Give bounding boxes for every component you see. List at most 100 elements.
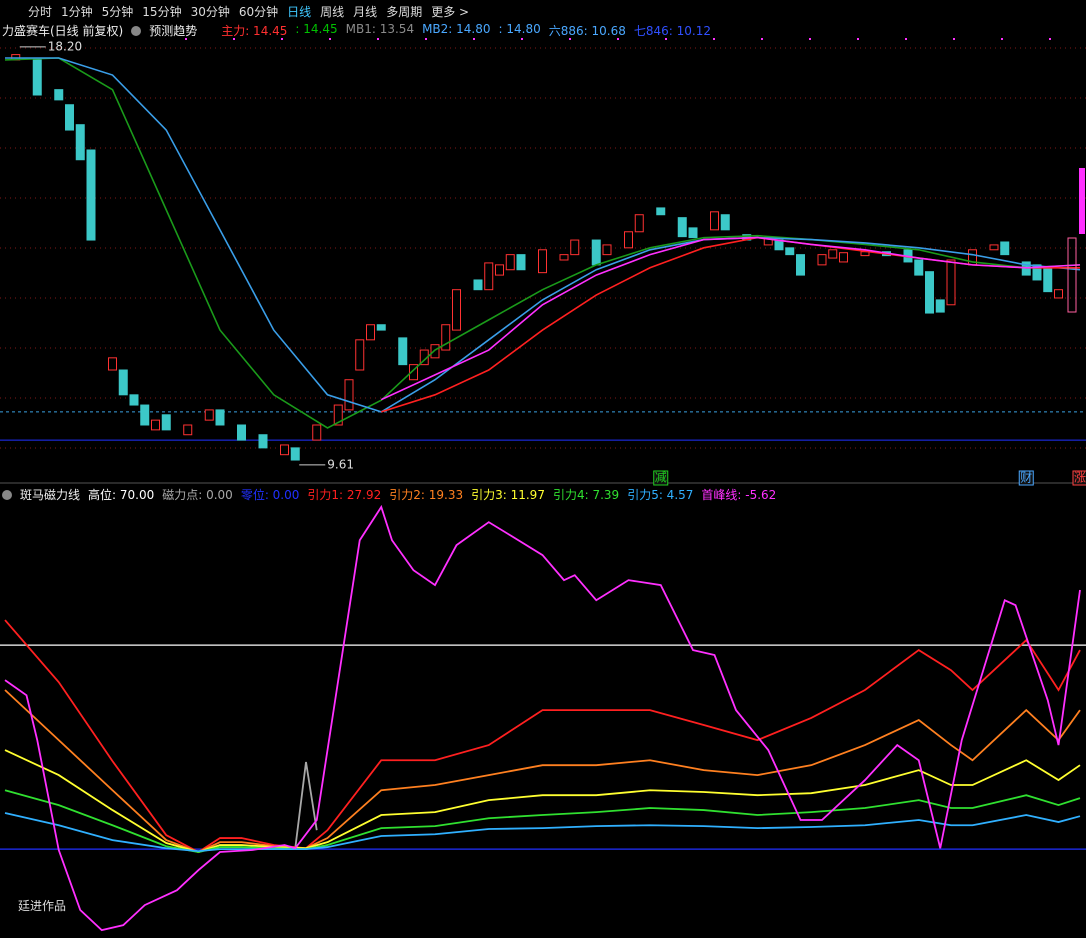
marker-dot — [281, 38, 283, 40]
marker-dot — [809, 38, 811, 40]
toolbar-item[interactable]: 多周期 — [386, 4, 423, 19]
menu-icon[interactable] — [131, 25, 142, 36]
toolbar-item[interactable]: 30分钟 — [190, 4, 230, 19]
candle — [828, 249, 838, 259]
marker-dot — [953, 38, 955, 40]
marker-dot — [521, 38, 523, 40]
candle — [32, 59, 42, 96]
extreme-label: 18.20 — [48, 39, 82, 53]
menu-icon[interactable] — [2, 489, 12, 500]
toolbar-item[interactable]: 周线 — [320, 4, 345, 19]
candle — [1000, 241, 1010, 256]
candle — [516, 254, 526, 271]
candle — [333, 404, 343, 426]
candle — [140, 404, 150, 426]
toolbar-item[interactable]: 更多 > — [431, 4, 470, 19]
candle — [785, 247, 795, 256]
candle — [473, 279, 483, 291]
candle — [796, 254, 805, 276]
lower-header: 斑马磁力线 高位: 70.00 磁力点: 0.00 零位: 0.00 引力1: … — [2, 486, 776, 503]
indicator-line — [4, 504, 1081, 932]
candle — [409, 364, 418, 381]
upper-header: 力盛赛车(日线 前复权) 预测趋势 主力: 14.45: 14.45 MB1: 1… — [2, 22, 711, 39]
indicator-line — [5, 57, 1081, 413]
marker-dot — [425, 38, 427, 40]
candle — [1032, 264, 1042, 281]
signal-label: 减 — [655, 471, 667, 485]
signal-box — [653, 470, 669, 486]
toolbar-item[interactable]: 1分钟 — [61, 4, 93, 19]
candle — [1054, 289, 1063, 299]
legend-item: 首峰线: -5.62 — [701, 488, 777, 502]
toolbar-item[interactable]: 5分钟 — [101, 4, 134, 19]
candle — [204, 409, 214, 421]
marker-dot — [1049, 38, 1051, 40]
legend-item: 引力4: 7.39 — [552, 488, 620, 502]
candle — [538, 249, 547, 274]
edge-bar — [1067, 237, 1077, 313]
toolbar: 分时 1分钟 5分钟 15分钟 30分钟 60分钟 日线 周线 月线 多周期 更多 > — [0, 0, 469, 22]
legend-item: 高位: 70.00 — [88, 488, 155, 502]
candle — [591, 239, 601, 266]
toolbar-item[interactable]: 15分钟 — [142, 4, 182, 19]
toolbar-item[interactable]: 日线 — [287, 4, 312, 19]
candle — [946, 259, 956, 306]
candle — [151, 419, 160, 431]
marker-dot — [329, 38, 331, 40]
candle — [237, 424, 246, 441]
candle — [441, 324, 451, 351]
candle — [914, 259, 924, 276]
extreme-label: 9.61 — [327, 457, 354, 471]
candle — [344, 379, 354, 411]
pane-title: 斑马磁力线 — [20, 488, 81, 502]
candle — [720, 214, 730, 231]
candle — [688, 227, 698, 239]
candle — [656, 207, 666, 216]
marker-dot — [713, 38, 715, 40]
toolbar-item[interactable]: 60分钟 — [238, 4, 279, 19]
candle — [258, 434, 268, 449]
candle — [312, 424, 322, 441]
marker-dot — [665, 38, 667, 40]
marker-dot — [857, 38, 859, 40]
candle — [398, 337, 408, 366]
candle — [355, 339, 365, 371]
marker-dot — [569, 38, 571, 40]
candle — [570, 239, 580, 256]
candle — [75, 124, 85, 161]
candle — [677, 217, 687, 238]
marker-dot — [377, 38, 379, 40]
marker-dot — [185, 38, 187, 40]
edge-bar — [1079, 168, 1085, 234]
toolbar-item[interactable]: 分时 — [28, 4, 53, 19]
candle — [505, 254, 515, 271]
marker-dot — [905, 38, 907, 40]
legend-item: 引力2: 19.33 — [389, 488, 464, 502]
indicator: 七846: 10.12 — [633, 24, 711, 38]
candle — [376, 324, 386, 331]
stock-title: 力盛赛车(日线 前复权) — [2, 24, 124, 38]
candle — [774, 239, 784, 251]
legend-item: 磁力点: 0.00 — [162, 488, 233, 502]
indicator: 六886: 10.68 — [548, 24, 626, 38]
candle — [86, 149, 96, 241]
marker-dot — [1001, 38, 1003, 40]
legend-item: 零位: 0.00 — [240, 488, 300, 502]
marker-dot — [761, 38, 763, 40]
subtitle[interactable]: 预测趋势 — [149, 24, 198, 38]
candle — [817, 254, 827, 266]
candle — [118, 369, 128, 396]
toolbar-item[interactable]: 月线 — [353, 4, 378, 19]
candle — [989, 244, 999, 251]
legend-item: 引力1: 27.92 — [307, 488, 382, 502]
marker-dot — [473, 38, 475, 40]
candle — [484, 262, 494, 291]
candle — [290, 447, 300, 461]
candle — [129, 394, 139, 406]
indicator: : 14.45 — [295, 22, 338, 36]
indicator: : 14.80 — [498, 22, 541, 36]
candle — [65, 104, 74, 131]
footer: 廷进作品 — [18, 899, 67, 913]
